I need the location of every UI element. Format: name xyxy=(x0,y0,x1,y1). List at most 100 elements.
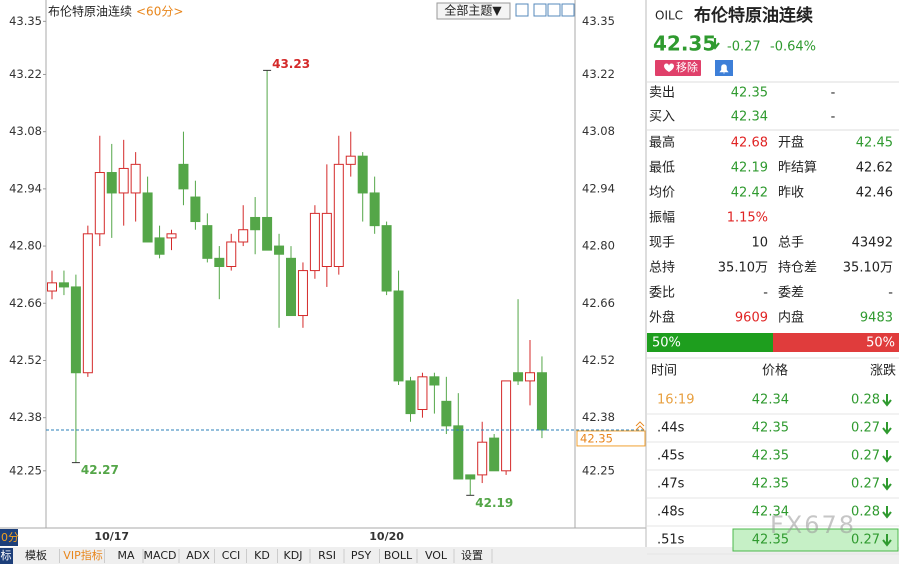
trade-change: 0.27 xyxy=(851,477,880,492)
y-tick-label: 42.94 xyxy=(9,181,42,195)
stat-value: 42.19 xyxy=(731,161,768,176)
quote-value: 42.35 xyxy=(731,86,768,101)
toolbar-item[interactable]: KDJ xyxy=(284,549,303,562)
y-tick-label: 42.52 xyxy=(582,353,615,367)
candle-body xyxy=(262,216,273,251)
candle-body xyxy=(130,163,141,194)
quote-extra: - xyxy=(831,86,836,101)
toolbar-item[interactable]: VOL xyxy=(425,549,448,562)
y-tick-label: 42.38 xyxy=(9,410,42,424)
toolbar-item[interactable]: PSY xyxy=(351,549,372,562)
trade-price: 42.34 xyxy=(752,505,789,520)
toolbar-item[interactable]: VIP指标 xyxy=(63,548,102,562)
y-tick-label: 42.66 xyxy=(9,296,42,310)
tool-icon[interactable] xyxy=(533,3,547,17)
stat-value: 42.46 xyxy=(856,186,893,201)
toolbar-item[interactable]: RSI xyxy=(318,549,336,562)
extreme-label: 42.27 xyxy=(81,463,119,477)
stat-value: 1.15% xyxy=(727,211,768,226)
toolbar-item[interactable]: ADX xyxy=(186,549,210,562)
instrument-name: 布伦特原油连续 xyxy=(694,5,813,26)
y-tick-label: 43.08 xyxy=(9,124,42,138)
heart-icon xyxy=(664,63,674,72)
stat-value: 43492 xyxy=(852,236,893,251)
toolbar-item[interactable]: 标 xyxy=(1,548,12,562)
candle-body xyxy=(118,167,129,194)
extreme-label: 42.19 xyxy=(475,496,513,510)
price: 42.35 xyxy=(653,32,716,56)
candle-body xyxy=(106,172,117,194)
trade-change: 0.28 xyxy=(851,505,880,520)
candle-body xyxy=(333,163,344,267)
candle-body xyxy=(238,229,249,243)
theme-button[interactable]: 全部主题▼ xyxy=(444,3,502,18)
candle-body xyxy=(47,282,57,292)
trade-header: 时间 xyxy=(651,364,677,379)
y-tick-label: 42.25 xyxy=(582,463,615,477)
trade-price: 42.35 xyxy=(752,533,789,548)
toolbar-item[interactable]: MA xyxy=(117,549,134,562)
candle-body xyxy=(405,380,416,415)
stat-label: 总手 xyxy=(778,236,804,251)
trade-arrow xyxy=(882,450,892,463)
stat-label: 均价 xyxy=(649,186,675,201)
stat-value: 42.42 xyxy=(731,186,768,201)
trade-change: 0.27 xyxy=(851,533,880,548)
candle-body xyxy=(321,212,332,267)
candle-body xyxy=(214,257,225,267)
tool-icon[interactable] xyxy=(547,3,561,17)
last-price-box xyxy=(576,430,646,447)
stat-label: 最高 xyxy=(649,135,675,151)
trade-price: 42.35 xyxy=(752,477,789,492)
candle-body xyxy=(226,241,237,267)
candle-body xyxy=(417,376,428,411)
period-tab[interactable]: 0分 xyxy=(1,531,19,544)
stat-label: 最低 xyxy=(649,161,675,176)
toolbar-item[interactable]: KD xyxy=(254,549,270,562)
stat-label: 持仓差 xyxy=(778,261,817,276)
y-tick-label: 42.66 xyxy=(582,296,615,310)
stat-value: 9609 xyxy=(735,311,768,326)
candle-body xyxy=(465,474,476,480)
extreme-label: 43.23 xyxy=(272,57,310,71)
toolbar-item[interactable]: BOLL xyxy=(384,549,413,562)
change: -0.27 xyxy=(727,40,761,55)
toolbar-item[interactable]: 模板 xyxy=(25,548,47,562)
remove-button[interactable]: 移除 xyxy=(676,60,698,74)
candle-body xyxy=(381,225,392,292)
tool-icon[interactable] xyxy=(561,3,575,17)
candle-body xyxy=(429,376,440,386)
trade-price: 42.35 xyxy=(752,421,789,436)
quote-label: 卖出 xyxy=(649,86,675,101)
stat-label: 振幅 xyxy=(649,211,675,226)
toolbar-item[interactable]: CCI xyxy=(222,549,241,562)
candle-body xyxy=(345,155,356,165)
trade-time: .45s xyxy=(657,449,685,464)
stat-value: 42.45 xyxy=(856,136,893,151)
toolbar-item[interactable]: 设置 xyxy=(461,549,483,562)
y-tick-label: 42.25 xyxy=(9,463,42,477)
candle-body xyxy=(154,237,165,255)
tool-icon[interactable] xyxy=(515,3,529,17)
theme-button-box[interactable] xyxy=(436,2,511,20)
toolbar-item[interactable]: MACD xyxy=(144,549,177,562)
y-tick-label: 42.38 xyxy=(582,410,615,424)
trade-arrow xyxy=(882,534,892,547)
y-tick-label: 43.35 xyxy=(582,14,615,28)
stat-label: 委比 xyxy=(649,286,675,301)
y-tick-label: 43.22 xyxy=(9,67,42,81)
tab-bg xyxy=(0,529,18,546)
stat-label: 总持 xyxy=(649,261,675,276)
candle-body xyxy=(357,155,368,194)
period: <60分> xyxy=(136,5,183,19)
stat-label: 内盘 xyxy=(778,310,804,326)
candle-body xyxy=(190,196,201,223)
trade-header: 价格 xyxy=(762,363,788,379)
last-price-label: 42.35 xyxy=(580,431,613,445)
quote-label: 买入 xyxy=(649,110,675,125)
trade-arrow xyxy=(882,422,892,435)
stat-value: - xyxy=(763,286,768,301)
y-tick-label: 42.80 xyxy=(9,239,42,253)
